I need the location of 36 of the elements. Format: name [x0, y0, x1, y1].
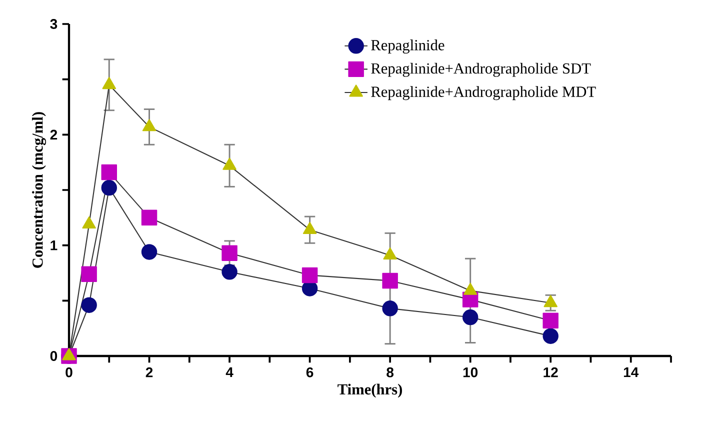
y-tick-label: 0 — [50, 351, 58, 361]
x-tick-label: 10 — [463, 367, 478, 378]
x-tick-label: 8 — [386, 367, 394, 378]
point — [81, 266, 97, 282]
point — [542, 312, 558, 328]
x-tick-label: 2 — [146, 367, 153, 378]
y-axis-title: Concentration (mcg/ml) — [32, 112, 46, 268]
point — [382, 300, 398, 316]
legend-label: Repaglinide+Andrographolide SDT — [371, 62, 591, 77]
point — [101, 164, 117, 180]
y-tick-label: 2 — [50, 130, 58, 140]
point — [81, 297, 97, 313]
x-tick-label: 14 — [624, 367, 639, 378]
x-axis-title: Time(hrs) — [338, 384, 402, 398]
legend-label: Repaglinide+Andrographolide MDT — [371, 86, 596, 100]
x-tick-label: 6 — [306, 367, 314, 378]
y-tick-label: 1 — [50, 240, 58, 250]
point — [542, 328, 558, 344]
x-tick-label: 0 — [66, 367, 72, 378]
point — [222, 245, 238, 261]
point — [382, 272, 398, 289]
point — [102, 77, 116, 90]
point — [141, 244, 158, 260]
x-tick-label: 12 — [544, 367, 558, 378]
point — [302, 222, 317, 234]
point — [82, 216, 96, 229]
y-tick-label: 3 — [50, 19, 58, 29]
legend-label: Repaglinide — [371, 40, 444, 54]
x-tick-label: 4 — [226, 367, 234, 378]
point — [302, 267, 318, 284]
point — [462, 309, 478, 326]
point — [142, 119, 156, 132]
point — [101, 180, 117, 196]
point — [222, 158, 236, 170]
point — [222, 264, 238, 280]
point — [141, 210, 158, 226]
